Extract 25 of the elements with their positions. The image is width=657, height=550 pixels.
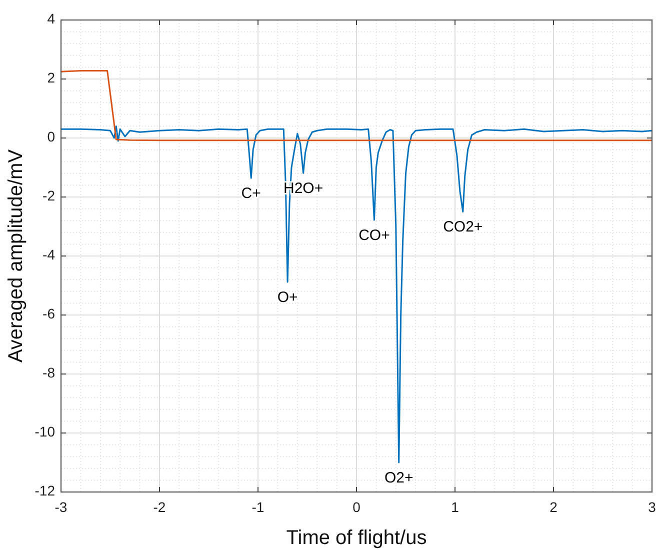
y-tick-label: 2 xyxy=(47,70,56,86)
x-tick-label: 3 xyxy=(648,499,656,515)
x-tick-label: 0 xyxy=(352,499,361,515)
x-tick-label: 1 xyxy=(451,499,460,515)
annotation: O2+ xyxy=(384,469,414,486)
annotation: C+ xyxy=(241,185,262,202)
x-tick-label: 2 xyxy=(550,499,558,515)
annotation: CO+ xyxy=(358,226,390,244)
line-series xyxy=(60,70,653,142)
x-tick-label: -1 xyxy=(252,499,264,515)
y-tick-label: -12 xyxy=(34,482,56,499)
y-tick-label: -2 xyxy=(42,188,56,204)
y-tick-label: -8 xyxy=(42,364,56,381)
y-tick-label: -6 xyxy=(42,306,56,322)
y-tick-label: -4 xyxy=(42,246,56,263)
y-tick-label: 4 xyxy=(47,10,56,27)
x-tick-label: -2 xyxy=(153,499,166,515)
y-tick-label: 0 xyxy=(47,128,56,145)
annotation: O+ xyxy=(277,288,298,306)
x-axis-title: Time of flight/us xyxy=(286,527,427,549)
x-tick-label: -3 xyxy=(54,499,68,515)
y-axis-title: Averaged amplitude/mV xyxy=(5,148,27,363)
y-tick-label: -10 xyxy=(34,424,56,440)
annotation: CO2+ xyxy=(443,218,483,236)
line-series xyxy=(60,125,653,464)
